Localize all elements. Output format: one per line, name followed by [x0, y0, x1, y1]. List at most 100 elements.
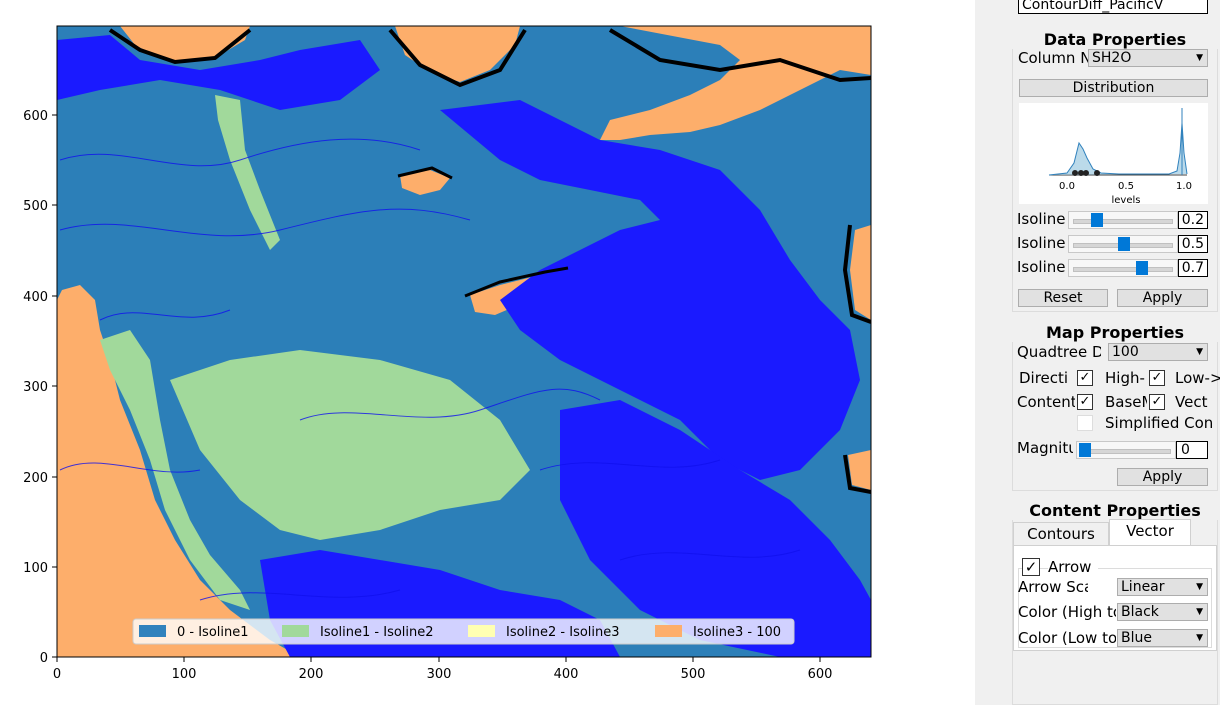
tab-contours[interactable]: Contours — [1013, 522, 1109, 546]
magnitude-slider[interactable] — [1076, 441, 1176, 459]
x-tick-label: 0 — [53, 667, 61, 682]
arrow-scale-value: Linear — [1121, 579, 1165, 595]
distribution-button[interactable]: Distribution — [1019, 79, 1208, 97]
legend-label: 0 - Isoline1 — [177, 625, 249, 640]
quadtree-select-value: 100 — [1112, 344, 1139, 360]
quadtree-label: Quadtree D — [1017, 343, 1101, 361]
high-direction-checkbox[interactable]: ✓ — [1077, 370, 1093, 386]
x-axis: 0 100 200 300 400 500 600 — [53, 657, 833, 682]
high-direction-label: High- — [1105, 369, 1145, 387]
isoline-label: Isoline — [1017, 234, 1066, 252]
legend-swatch — [282, 625, 309, 637]
isoline-slider[interactable] — [1068, 211, 1178, 229]
distribution-kde-curve — [1048, 122, 1188, 176]
arrow-scale-select[interactable]: Linear ▼ — [1117, 578, 1208, 596]
isoline-value[interactable]: 0.2 — [1178, 211, 1208, 229]
file-select-value: ContourDiff_PacificV — [1022, 0, 1164, 13]
isoline-slider-handle[interactable] — [1136, 261, 1148, 275]
isoline-slider-track — [1073, 219, 1173, 224]
isoline-slider-track — [1073, 267, 1173, 272]
x-tick-label: 200 — [299, 667, 324, 682]
apply-map-button[interactable]: Apply — [1117, 468, 1208, 486]
isoline-slider-handle[interactable] — [1091, 213, 1103, 227]
x-tick-label: 100 — [172, 667, 197, 682]
low-direction-checkbox[interactable]: ✓ — [1149, 370, 1165, 386]
quadtree-select[interactable]: 100 ▼ — [1108, 343, 1208, 361]
color-high-label: Color (High to — [1018, 603, 1116, 621]
isoline-value[interactable]: 0.5 — [1178, 235, 1208, 253]
chevron-down-icon: ▼ — [1196, 582, 1203, 592]
y-axis: 0 100 200 300 400 500 600 — [23, 109, 57, 666]
magnitude-label: Magnitu — [1017, 439, 1073, 457]
y-tick-label: 500 — [23, 199, 48, 214]
legend-label: Isoline2 - Isoline3 — [506, 625, 620, 640]
coastline-stroke-north — [108, 28, 871, 88]
content-label: Content — [1017, 393, 1075, 411]
color-low-label: Color (Low to — [1018, 629, 1116, 647]
properties-panel: ContourDiff_PacificV Data Properties Col… — [1010, 0, 1220, 705]
green-region-coast — [100, 330, 250, 610]
apply-isolines-button[interactable]: Apply — [1117, 289, 1208, 307]
coastline-stroke-east — [842, 224, 871, 494]
map-properties-title: Map Properties — [1012, 324, 1218, 342]
arrow-scale-label: Arrow Sca — [1018, 578, 1088, 596]
y-tick-label: 200 — [23, 471, 48, 486]
color-low-value: Blue — [1121, 630, 1152, 646]
contour-lines — [59, 138, 801, 601]
isoline-value[interactable]: 0.7 — [1178, 259, 1208, 277]
green-region-north-strip — [215, 95, 280, 250]
simplified-contour-checkbox[interactable] — [1077, 415, 1093, 431]
chevron-down-icon: ▼ — [1196, 633, 1203, 643]
chevron-down-icon: ▼ — [1196, 607, 1203, 617]
column-select-value: SH2O — [1092, 50, 1132, 66]
isoline-markers — [1072, 170, 1100, 176]
y-tick-label: 600 — [23, 109, 48, 124]
chevron-down-icon: ▼ — [1196, 347, 1203, 357]
color-low-select[interactable]: Blue ▼ — [1117, 629, 1208, 647]
orange-region-small — [400, 170, 450, 195]
isoline-slider[interactable] — [1068, 259, 1178, 277]
content-properties-title: Content Properties — [1012, 502, 1218, 520]
isoline-slider[interactable] — [1068, 235, 1178, 253]
color-high-select[interactable]: Black ▼ — [1117, 603, 1208, 621]
direction-label: Directi — [1019, 369, 1069, 387]
distribution-xlabel: levels — [1112, 195, 1141, 204]
x-tick-label: 400 — [554, 667, 579, 682]
legend-swatch — [139, 625, 166, 637]
x-tick-label: 600 — [808, 667, 833, 682]
magnitude-slider-handle[interactable] — [1079, 443, 1091, 457]
distribution-tick-label: 0.5 — [1118, 181, 1134, 192]
column-select[interactable]: SH2O ▼ — [1088, 49, 1208, 67]
isoline-label: Isoline — [1017, 210, 1066, 228]
vector-checkbox[interactable]: ✓ — [1149, 394, 1165, 410]
contour-band-northwest — [57, 35, 380, 110]
legend-label: Isoline1 - Isoline2 — [320, 625, 434, 640]
tab-vector[interactable]: Vector — [1109, 519, 1191, 546]
vector-label: Vecto — [1175, 393, 1208, 411]
coastline-stroke-center — [397, 166, 569, 298]
magnitude-value[interactable]: 0 — [1176, 441, 1208, 459]
orange-region-east — [850, 225, 871, 320]
distribution-chart-bg — [1019, 103, 1208, 204]
magnitude-slider-track — [1081, 449, 1171, 454]
legend-swatch — [655, 625, 682, 637]
simplified-contour-label: Simplified Con — [1105, 414, 1214, 432]
column-label: Column N — [1018, 49, 1090, 67]
low-direction-label: Low-> — [1175, 369, 1220, 387]
isoline-slider-handle[interactable] — [1118, 237, 1130, 251]
distribution-tick-label: 0.0 — [1059, 181, 1075, 192]
color-high-value: Black — [1121, 604, 1159, 620]
y-tick-label: 0 — [40, 651, 48, 666]
file-select[interactable]: ContourDiff_PacificV — [1018, 0, 1208, 14]
reset-button[interactable]: Reset — [1018, 289, 1108, 307]
legend: 0 - Isoline1 Isoline1 - Isoline2 Isoline2 … — [132, 618, 795, 645]
orange-region-southeast — [848, 450, 871, 490]
arrow-checkbox[interactable]: ✓ — [1022, 558, 1040, 576]
data-properties-title: Data Properties — [1012, 31, 1218, 49]
arrow-groupbox — [1018, 568, 1212, 648]
legend-swatch — [468, 625, 495, 637]
y-tick-label: 300 — [23, 380, 48, 395]
basemap-checkbox[interactable]: ✓ — [1077, 394, 1093, 410]
contour-map-figure: 0 100 200 300 400 500 600 0100200300400500600 … — [23, 25, 872, 682]
isoline-label: Isoline — [1017, 258, 1066, 276]
